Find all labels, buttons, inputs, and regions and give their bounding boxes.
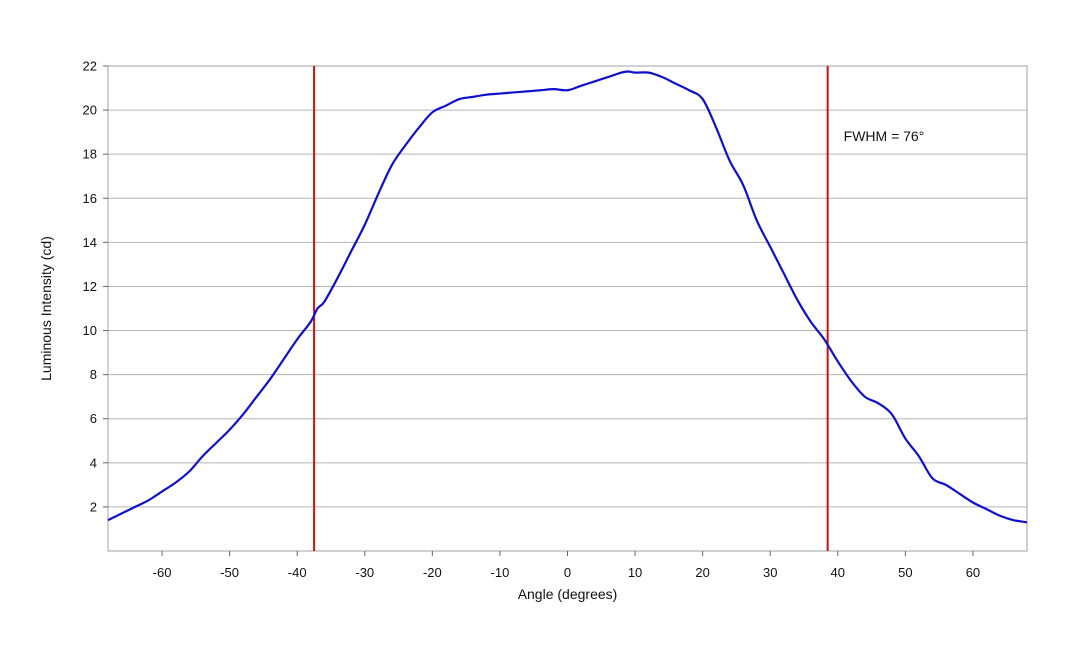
y-tick-label: 14 — [83, 235, 97, 250]
x-tick-label: -50 — [220, 565, 239, 580]
y-tick-label: 8 — [90, 367, 97, 382]
y-tick-label: 16 — [83, 191, 97, 206]
x-tick-label: -30 — [355, 565, 374, 580]
x-tick-label: 20 — [695, 565, 709, 580]
x-tick-label: -40 — [288, 565, 307, 580]
intensity-series-line — [107, 70, 1028, 524]
x-tick-label: 10 — [628, 565, 642, 580]
y-tick-label: 20 — [83, 103, 97, 118]
y-axis-ticks: 2 4 6 8 10 12 14 16 18 20 22 — [83, 59, 108, 514]
x-tick-label: 0 — [564, 565, 571, 580]
y-axis-title: Luminous Intensity (cd) — [38, 236, 54, 381]
x-tick-label: -20 — [423, 565, 442, 580]
y-tick-label: 6 — [90, 411, 97, 426]
fwhm-markers — [313, 66, 829, 551]
y-tick-label: 4 — [90, 455, 97, 470]
x-tick-label: 40 — [831, 565, 845, 580]
x-axis-title: Angle (degrees) — [518, 586, 618, 602]
y-tick-label: 22 — [83, 59, 97, 74]
fwhm-annotation: FWHM = 76° — [844, 128, 925, 144]
y-tick-label: 2 — [90, 499, 97, 514]
x-axis-ticks: -60 -50 -40 -30 -20 -10 0 10 20 30 40 50 60 — [153, 551, 980, 580]
series-layer — [107, 70, 1028, 524]
x-tick-label: -60 — [153, 565, 172, 580]
y-tick-label: 12 — [83, 279, 97, 294]
x-tick-label: 30 — [763, 565, 777, 580]
x-tick-label: 60 — [966, 565, 980, 580]
y-tick-label: 10 — [83, 323, 97, 338]
x-tick-label: -10 — [491, 565, 510, 580]
y-tick-label: 18 — [83, 147, 97, 162]
x-tick-label: 50 — [898, 565, 912, 580]
